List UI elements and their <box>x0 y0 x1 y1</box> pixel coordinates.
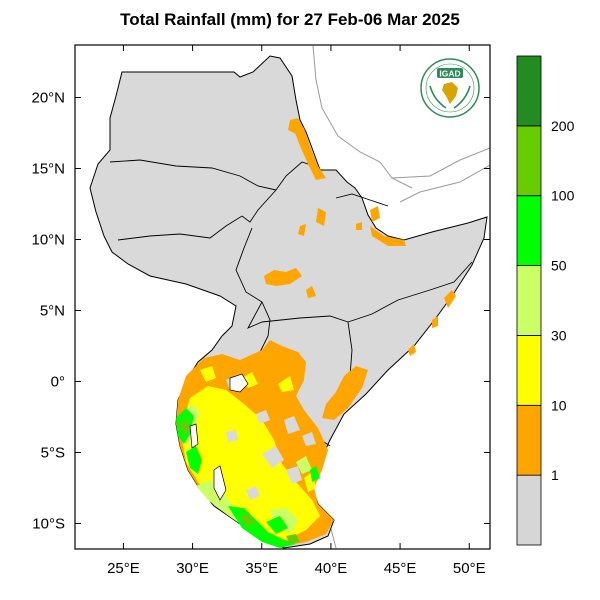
y-tick-label: 5°S <box>41 444 65 461</box>
x-tick-label: 45°E <box>384 560 417 577</box>
colorbar-label: 30 <box>551 327 567 343</box>
colorbar-swatch <box>516 55 542 127</box>
x-tick-label: 35°E <box>245 560 278 577</box>
y-tick-label: 5°N <box>40 302 65 319</box>
igad-logo: IGAD <box>420 58 480 118</box>
colorbar-swatch <box>516 404 542 476</box>
x-tick-label: 25°E <box>107 560 140 577</box>
colorbar: 1 10 30 50 100 200 <box>516 55 575 546</box>
x-tick-label: 30°E <box>176 560 209 577</box>
colorbar-label: 10 <box>551 397 567 413</box>
colorbar-label: 100 <box>551 188 575 204</box>
y-tick-label: 20°N <box>31 90 65 107</box>
colorbar-swatch <box>516 265 542 336</box>
y-tick-label: 10°S <box>32 515 65 532</box>
map-frame <box>74 44 491 550</box>
x-tick-label: 50°E <box>453 560 486 577</box>
y-tick-label: 10°N <box>31 232 65 249</box>
igad-logo-text: IGAD <box>439 69 460 79</box>
colorbar-label: 50 <box>551 258 567 274</box>
colorbar-swatch <box>516 335 542 406</box>
colorbar-label: 1 <box>551 467 559 483</box>
x-tick-label: 40°E <box>315 560 348 577</box>
axis-ticks: 25°E 30°E 35°E 40°E 45°E 50°E 20°N 15°N 10°N 5°N 0… <box>31 45 490 577</box>
colorbar-label: 200 <box>551 118 575 134</box>
y-tick-label: 0° <box>51 373 65 390</box>
colorbar-swatch <box>516 195 542 266</box>
dry-patches <box>226 376 316 500</box>
colorbar-swatch <box>516 125 542 197</box>
map-title: Total Rainfall (mm) for 27 Feb-06 Mar 20… <box>120 10 460 29</box>
colorbar-swatch <box>516 474 542 546</box>
rainfall-100-200mm <box>180 418 300 544</box>
lakes <box>189 373 249 501</box>
y-tick-label: 15°N <box>31 161 65 178</box>
neighbor-borders <box>312 45 490 549</box>
